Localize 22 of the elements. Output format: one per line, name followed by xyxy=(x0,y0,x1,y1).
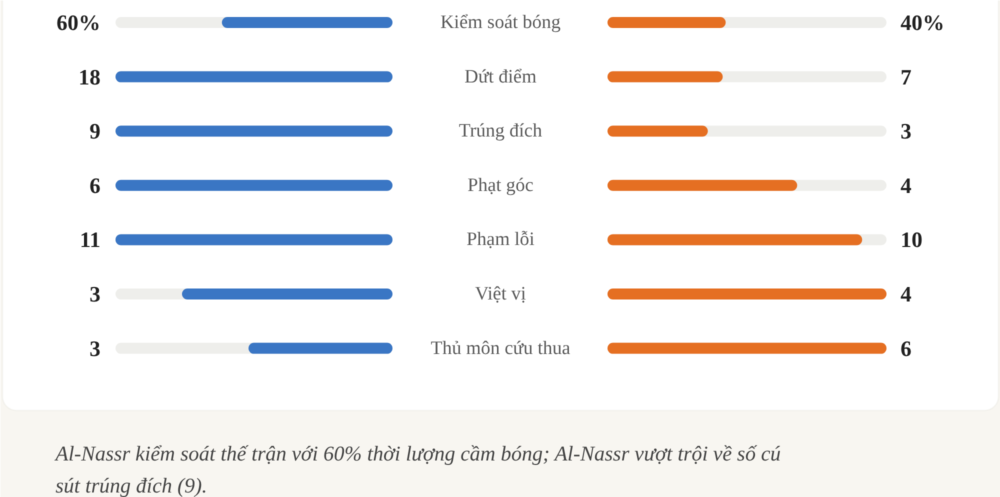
category-label: Dứt điểm xyxy=(464,66,537,88)
data-label: 10 xyxy=(900,227,922,252)
text: Al-Nassr kiểm soát thế trận với 60% thời lượng cầm bóng; Al-Nassr vượt trội về số cú sút trúng đích (9). xyxy=(54,442,781,497)
category-label: Phạm lỗi xyxy=(466,229,535,250)
category-label: Việt vị xyxy=(474,284,526,304)
data-label: 3 xyxy=(900,118,912,144)
data-label: 18 xyxy=(78,64,100,90)
category-label: Phạt góc xyxy=(468,174,534,196)
data-label: 6 xyxy=(900,336,912,361)
data-label: 7 xyxy=(900,64,912,90)
data-label: 11 xyxy=(80,227,101,252)
category-label: Trúng đích xyxy=(458,120,543,142)
data-label: 3 xyxy=(90,336,100,361)
data-label: 3 xyxy=(90,282,100,306)
data-label: 4 xyxy=(900,282,912,306)
data-label: 9 xyxy=(90,118,100,144)
data-label: 40% xyxy=(900,10,944,35)
category-label: Kiểm soát bóng xyxy=(440,12,562,33)
data-label: 6 xyxy=(90,172,100,198)
data-label: 4 xyxy=(900,172,912,198)
category-label: Thủ môn cứu thua xyxy=(430,338,571,359)
data-label: 60% xyxy=(56,10,100,35)
